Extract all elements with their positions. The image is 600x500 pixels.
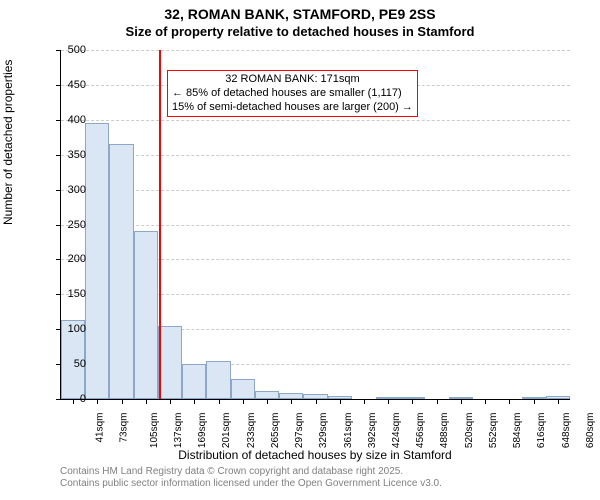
ytick-label: 200 xyxy=(68,253,86,265)
xtick-label: 361sqm xyxy=(343,413,354,449)
gridline xyxy=(61,120,570,121)
xtick-label: 297sqm xyxy=(294,413,305,449)
x-axis-label: Distribution of detached houses by size … xyxy=(60,448,570,462)
xtick-mark xyxy=(194,399,195,404)
xtick-label: 329sqm xyxy=(318,413,329,449)
xtick-mark xyxy=(267,399,268,404)
ytick-label: 100 xyxy=(68,323,86,335)
xtick-label: 648sqm xyxy=(561,413,572,449)
ytick-label: 150 xyxy=(68,288,86,300)
xtick-label: 680sqm xyxy=(585,413,596,449)
ytick-mark xyxy=(56,190,61,191)
chart-title-sub: Size of property relative to detached ho… xyxy=(0,24,600,39)
xtick-mark xyxy=(243,399,244,404)
xtick-mark xyxy=(388,399,389,404)
attribution-line1: Contains HM Land Registry data © Crown c… xyxy=(60,466,580,478)
xtick-label: 520sqm xyxy=(464,413,475,449)
xtick-mark xyxy=(461,399,462,404)
xtick-label: 456sqm xyxy=(415,413,426,449)
y-axis-label: Number of detached properties xyxy=(1,60,15,225)
xtick-label: 233sqm xyxy=(246,413,257,449)
histogram-bar xyxy=(134,231,158,399)
xtick-label: 552sqm xyxy=(488,413,499,449)
ytick-label: 300 xyxy=(68,184,86,196)
chart-title-main: 32, ROMAN BANK, STAMFORD, PE9 2SS xyxy=(0,6,600,22)
xtick-mark xyxy=(97,399,98,404)
ytick-mark xyxy=(56,399,61,400)
xtick-mark xyxy=(534,399,535,404)
gridline xyxy=(61,50,570,51)
ytick-mark xyxy=(56,155,61,156)
xtick-mark xyxy=(485,399,486,404)
xtick-label: 265sqm xyxy=(270,413,281,449)
annotation-line1: 32 ROMAN BANK: 171sqm xyxy=(172,73,413,87)
xtick-label: 584sqm xyxy=(512,413,523,449)
ytick-mark xyxy=(56,225,61,226)
xtick-mark xyxy=(73,399,74,404)
histogram-bar xyxy=(206,361,230,399)
xtick-mark xyxy=(437,399,438,404)
ytick-label: 250 xyxy=(68,219,86,231)
xtick-mark xyxy=(340,399,341,404)
xtick-label: 616sqm xyxy=(536,413,547,449)
ytick-mark xyxy=(56,120,61,121)
chart-container: { "title_main": "32, ROMAN BANK, STAMFOR… xyxy=(0,0,600,500)
gridline xyxy=(61,225,570,226)
ytick-label: 50 xyxy=(74,358,86,370)
xtick-label: 201sqm xyxy=(221,413,232,449)
xtick-mark xyxy=(316,399,317,404)
ytick-mark xyxy=(56,85,61,86)
gridline xyxy=(61,190,570,191)
annotation-box: 32 ROMAN BANK: 171sqm← 85% of detached h… xyxy=(167,70,418,117)
ytick-label: 350 xyxy=(68,149,86,161)
xtick-mark xyxy=(291,399,292,404)
histogram-bar xyxy=(231,379,255,399)
ytick-mark xyxy=(56,294,61,295)
xtick-label: 169sqm xyxy=(197,413,208,449)
xtick-mark xyxy=(364,399,365,404)
xtick-mark xyxy=(509,399,510,404)
annotation-line2: ← 85% of detached houses are smaller (1,… xyxy=(172,87,413,101)
attribution-text: Contains HM Land Registry data © Crown c… xyxy=(60,466,580,490)
xtick-mark xyxy=(558,399,559,404)
ytick-label: 500 xyxy=(68,44,86,56)
xtick-label: 73sqm xyxy=(119,413,130,443)
attribution-line2: Contains public sector information licen… xyxy=(60,478,580,490)
ytick-mark xyxy=(56,259,61,260)
histogram-bar xyxy=(109,144,133,399)
xtick-label: 41sqm xyxy=(95,413,106,443)
xtick-label: 488sqm xyxy=(440,413,451,449)
annotation-line3: 15% of semi-detached houses are larger (… xyxy=(172,101,413,115)
xtick-mark xyxy=(122,399,123,404)
xtick-label: 137sqm xyxy=(173,413,184,449)
property-marker-line xyxy=(159,50,161,399)
xtick-mark xyxy=(146,399,147,404)
gridline xyxy=(61,155,570,156)
xtick-label: 424sqm xyxy=(391,413,402,449)
histogram-bar xyxy=(158,326,182,399)
ytick-label: 0 xyxy=(80,393,86,405)
ytick-label: 400 xyxy=(68,114,86,126)
histogram-bar xyxy=(182,364,206,399)
xtick-label: 105sqm xyxy=(149,413,160,449)
xtick-mark xyxy=(170,399,171,404)
histogram-bar xyxy=(85,123,109,399)
xtick-mark xyxy=(412,399,413,404)
ytick-label: 450 xyxy=(68,79,86,91)
histogram-bar xyxy=(255,391,279,399)
xtick-mark xyxy=(219,399,220,404)
ytick-mark xyxy=(56,50,61,51)
plot-area: 32 ROMAN BANK: 171sqm← 85% of detached h… xyxy=(60,50,570,400)
xtick-label: 392sqm xyxy=(367,413,378,449)
